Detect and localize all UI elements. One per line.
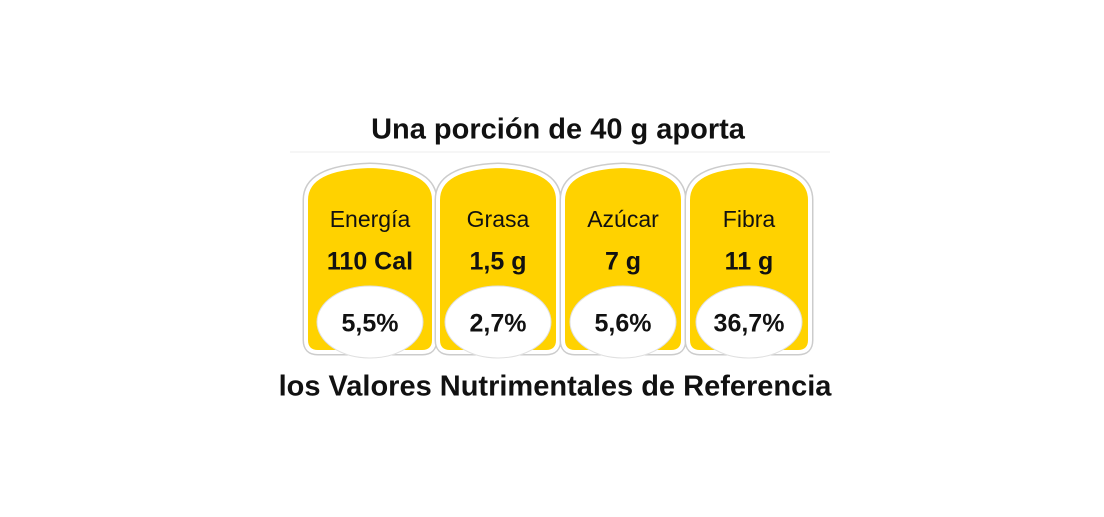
percent-badge: [444, 285, 552, 359]
nutrient-name: Grasa: [467, 206, 530, 232]
nutrient-name: Energía: [330, 206, 411, 232]
nutrient-percent: 5,5%: [342, 310, 399, 338]
nutrient-amount: 7 g: [605, 248, 641, 276]
nutrient-percent: 2,7%: [470, 310, 527, 338]
percent-badge: [316, 285, 424, 359]
percent-badge: [695, 285, 803, 359]
nutrient-percent: 5,6%: [595, 310, 652, 338]
nutrient-name: Azúcar: [587, 206, 659, 232]
nutrient-percent: 36,7%: [714, 310, 785, 338]
title: Una porción de 40 g aporta: [371, 114, 746, 146]
nutrient-amount: 11 g: [725, 248, 774, 276]
nutrient-amount: 110 Cal: [327, 248, 413, 276]
percent-badge: [569, 285, 677, 359]
nutrient-amount: 1,5 g: [470, 248, 527, 276]
nutrient-name: Fibra: [723, 206, 776, 232]
footer: los Valores Nutrimentales de Referencia: [279, 371, 833, 403]
